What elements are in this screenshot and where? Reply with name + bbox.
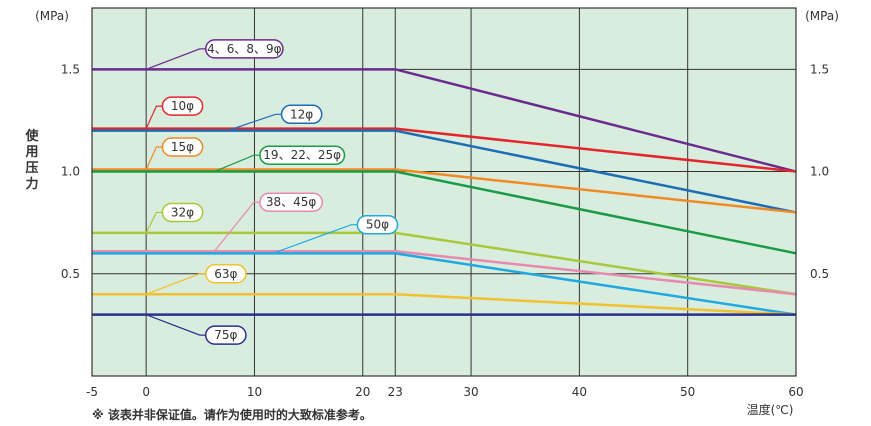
y-tick-label-right: 0.5 (810, 267, 829, 281)
series-line (92, 231, 797, 296)
callout-label: 63φ (214, 267, 237, 281)
x-tick-label: 30 (463, 385, 478, 399)
callout-leader (272, 224, 358, 254)
callout-box (161, 202, 204, 223)
y-unit-right: (MPa) (805, 9, 839, 23)
axes: -5 0 10 20 23 30 40 50 60 0.5 0.5 1.0 1.0 1.5 1.5 (61, 7, 829, 399)
y-unit-left: (MPa) (35, 9, 69, 23)
callout-label: 38、45φ (266, 195, 317, 209)
callout-leader (213, 201, 260, 252)
series-line (92, 168, 797, 214)
series-lines (92, 68, 797, 316)
series-line (92, 292, 797, 316)
callout-box (204, 39, 284, 59)
series-line (92, 127, 797, 173)
callout-label: 50φ (366, 218, 389, 232)
x-axis-label: 温度(℃) (747, 402, 794, 417)
callout-box (259, 192, 324, 212)
x-tick-label: -5 (86, 385, 98, 399)
callout-leader (145, 273, 206, 295)
y-tick-label-right: 1.0 (810, 165, 829, 179)
plot-frame (91, 7, 797, 377)
x-tick-label: 23 (388, 385, 403, 399)
callout-box (356, 214, 399, 235)
x-tick-label: 40 (572, 385, 587, 399)
callout-leader (214, 154, 260, 173)
x-tick-label: 20 (355, 385, 370, 399)
callout-label: 19、22、25φ (263, 148, 341, 162)
callout-leader (145, 48, 206, 70)
series-line (92, 68, 797, 173)
y-axis-label-char: 用 (24, 145, 38, 160)
callout-leader (145, 146, 163, 170)
callout-label: 32φ (171, 205, 194, 219)
y-axis-label-char: 使 (24, 128, 39, 144)
callout-label: 10φ (171, 99, 194, 113)
series-line (92, 129, 797, 214)
x-tick-label: 0 (142, 385, 150, 399)
callouts: 4、6、8、9φ 10φ 12φ 15φ 19、22、25φ 32φ 38、45φ 50φ 63… (145, 39, 399, 345)
series-line (92, 252, 797, 316)
y-tick-label-left: 1.5 (61, 62, 80, 76)
callout-box (259, 145, 346, 165)
y-tick-label-right: 1.5 (810, 62, 829, 76)
callout-box (280, 104, 323, 125)
callout-box (204, 264, 247, 284)
callout-leader (145, 314, 206, 336)
series-line (92, 250, 797, 296)
y-axis-label: 使用压力 (24, 128, 39, 192)
callout-leader (145, 105, 163, 129)
callout-leader (227, 113, 282, 132)
callout-leader (145, 211, 163, 234)
x-tick-label: 10 (247, 385, 262, 399)
y-tick-label-left: 1.0 (61, 165, 80, 179)
series-line (92, 170, 797, 255)
callout-label: 75φ (214, 328, 237, 342)
x-tick-label: 50 (680, 385, 695, 399)
y-axis-label-char: 压 (25, 161, 38, 176)
y-axis-label-char: 力 (25, 176, 38, 192)
callout-label: 4、6、8、9φ (207, 42, 282, 56)
y-tick-label-left: 0.5 (61, 267, 80, 281)
callout-label: 12φ (290, 107, 313, 121)
callout-box (161, 137, 204, 157)
callout-box (204, 325, 247, 345)
disclaimer-note: ※ 该表并非保证值。请作为使用时的大致标准参考。 (92, 408, 372, 422)
x-tick-label: 60 (788, 385, 803, 399)
callout-label: 15φ (171, 140, 194, 154)
callout-box (161, 96, 204, 116)
